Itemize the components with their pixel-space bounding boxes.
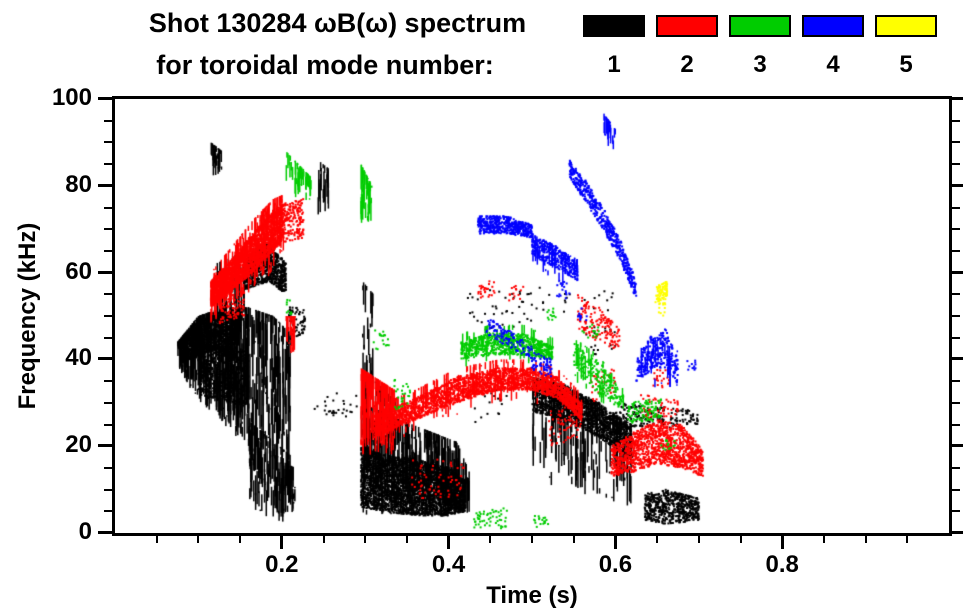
y-major-tick	[952, 183, 963, 187]
y-minor-tick	[952, 466, 960, 469]
x-minor-tick	[697, 536, 700, 543]
y-minor-tick	[104, 510, 112, 513]
y-major-tick	[98, 357, 112, 361]
x-minor-tick	[822, 536, 825, 543]
y-major-tick	[98, 183, 112, 187]
y-minor-tick	[952, 249, 960, 252]
y-minor-tick	[104, 141, 112, 144]
legend-label-mode-2: 2	[680, 51, 694, 78]
x-minor-tick	[364, 536, 367, 543]
x-minor-tick	[906, 536, 909, 543]
x-tick-label: 0.4	[431, 551, 466, 578]
legend-label-mode-3: 3	[753, 51, 767, 78]
y-axis-label: Frequency (kHz)	[14, 222, 41, 410]
chart-subtitle: for toroidal mode number:	[156, 50, 494, 80]
y-minor-tick	[104, 336, 112, 339]
chart-title: Shot 130284 ωB(ω) spectrum	[148, 8, 527, 38]
x-major-tick	[280, 536, 284, 549]
y-minor-tick	[104, 380, 112, 383]
x-minor-tick	[489, 536, 492, 543]
legend-swatch-mode-2	[656, 15, 718, 37]
x-minor-tick	[322, 536, 325, 543]
x-major-tick	[447, 536, 451, 549]
x-minor-tick	[239, 536, 242, 543]
x-minor-tick	[864, 536, 867, 543]
y-minor-tick	[104, 228, 112, 231]
legend-label-mode-5: 5	[899, 51, 913, 78]
y-major-tick	[98, 444, 112, 448]
y-minor-tick	[952, 401, 960, 404]
y-tick-label: 60	[65, 257, 92, 285]
x-minor-tick	[572, 536, 575, 543]
y-minor-tick	[952, 228, 960, 231]
y-tick-label: 100	[51, 84, 92, 111]
y-tick-label: 20	[65, 431, 92, 459]
y-tick-label: 40	[65, 344, 92, 372]
y-minor-tick	[952, 141, 960, 144]
y-major-tick	[952, 97, 963, 100]
legend-swatch-mode-3	[729, 15, 791, 37]
y-tick-label: 80	[65, 170, 92, 198]
scatter-canvas	[115, 99, 949, 533]
y-minor-tick	[952, 163, 960, 166]
y-minor-tick	[952, 380, 960, 383]
y-minor-tick	[104, 249, 112, 252]
y-minor-tick	[952, 119, 960, 122]
y-minor-tick	[104, 315, 112, 317]
y-minor-tick	[104, 423, 112, 426]
y-minor-tick	[104, 119, 112, 122]
x-minor-tick	[656, 536, 659, 543]
x-minor-tick	[155, 536, 158, 543]
y-minor-tick	[952, 293, 960, 296]
legend-swatch-mode-1	[583, 15, 645, 37]
x-major-tick	[613, 536, 617, 549]
x-tick-label: 0.8	[765, 551, 799, 578]
x-tick-label: 0.6	[598, 551, 633, 578]
x-minor-tick	[531, 536, 533, 543]
x-minor-tick	[197, 536, 200, 543]
legend-swatch-mode-4	[802, 15, 864, 37]
y-minor-tick	[952, 423, 960, 426]
y-major-tick	[952, 444, 963, 448]
y-minor-tick	[952, 488, 960, 491]
y-minor-tick	[104, 206, 112, 209]
y-minor-tick	[952, 510, 960, 513]
y-major-tick	[98, 97, 112, 100]
legend-label-mode-4: 4	[826, 51, 840, 78]
y-minor-tick	[952, 336, 960, 339]
y-major-tick	[98, 270, 112, 274]
legend-label-mode-1: 1	[607, 51, 621, 78]
legend-swatch-mode-5	[875, 15, 937, 37]
y-minor-tick	[952, 206, 960, 209]
y-minor-tick	[104, 488, 112, 491]
y-minor-tick	[104, 163, 112, 166]
y-minor-tick	[952, 315, 960, 317]
y-major-tick	[98, 531, 112, 534]
x-minor-tick	[739, 536, 742, 543]
x-axis-label: Time (s)	[486, 582, 578, 609]
y-minor-tick	[104, 293, 112, 296]
x-minor-tick	[405, 536, 408, 543]
y-tick-label: 0	[78, 518, 92, 545]
x-tick-label: 0.2	[265, 551, 299, 578]
y-major-tick	[952, 357, 963, 361]
y-minor-tick	[104, 466, 112, 469]
x-major-tick	[780, 536, 784, 549]
y-minor-tick	[104, 401, 112, 404]
y-major-tick	[952, 270, 963, 274]
y-major-tick	[952, 531, 963, 534]
